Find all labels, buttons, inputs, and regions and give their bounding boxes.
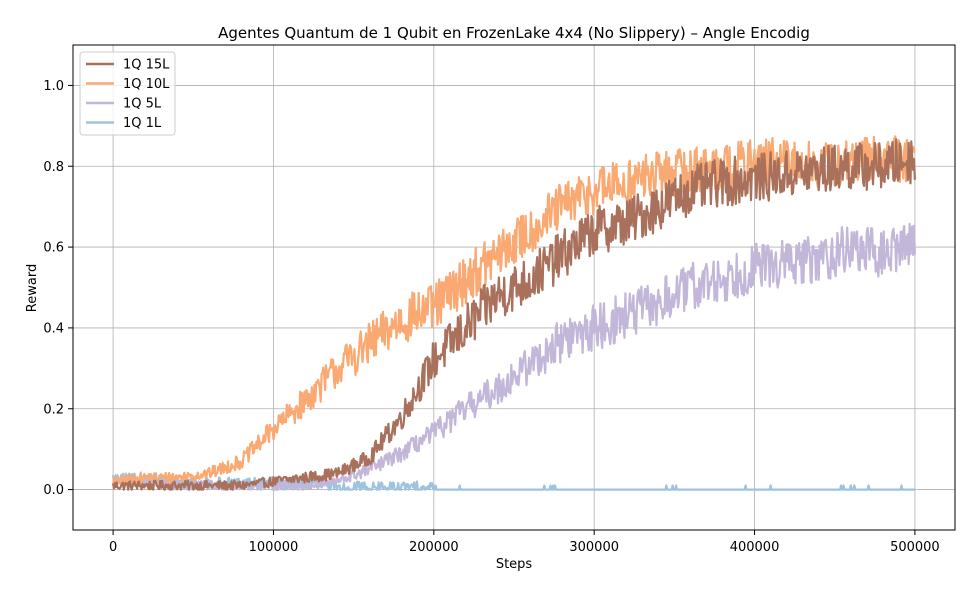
y-tick-label: 0.2 (43, 402, 64, 417)
x-tick-label: 500000 (890, 540, 940, 555)
x-tick-label: 300000 (569, 540, 619, 555)
plot-frame (72, 44, 956, 531)
series-layer (112, 135, 916, 491)
y-axis-ticks: 0.0 0.2 0.4 0.6 0.8 1.0 (43, 79, 73, 498)
legend-label: 1Q 5L (123, 97, 162, 112)
x-tick-label: 100000 (249, 540, 299, 555)
legend-label: 1Q 15L (123, 58, 170, 73)
legend-label: 1Q 1L (123, 116, 162, 131)
x-axis-label: Steps (496, 557, 533, 572)
chart-title: Agentes Quantum de 1 Qubit en FrozenLake… (218, 24, 810, 42)
series-line-1 (112, 138, 916, 491)
y-tick-label: 0.8 (43, 160, 64, 175)
x-tick-label: 0 (109, 540, 117, 555)
x-tick-label: 400000 (730, 540, 780, 555)
x-tick-label: 200000 (409, 540, 459, 555)
y-tick-label: 0.6 (43, 241, 64, 256)
y-tick-label: 0.0 (43, 483, 64, 498)
x-axis-ticks: 0 100000 200000 300000 400000 500000 (109, 530, 940, 555)
y-tick-label: 1.0 (43, 79, 64, 94)
legend-label: 1Q 10L (123, 77, 170, 92)
legend: 1Q 15L 1Q 10L 1Q 5L 1Q 1L (79, 51, 176, 136)
y-tick-label: 0.4 (43, 321, 64, 336)
y-axis-label: Reward (25, 264, 40, 312)
series-line-2 (112, 135, 916, 486)
legend-box (79, 51, 176, 136)
